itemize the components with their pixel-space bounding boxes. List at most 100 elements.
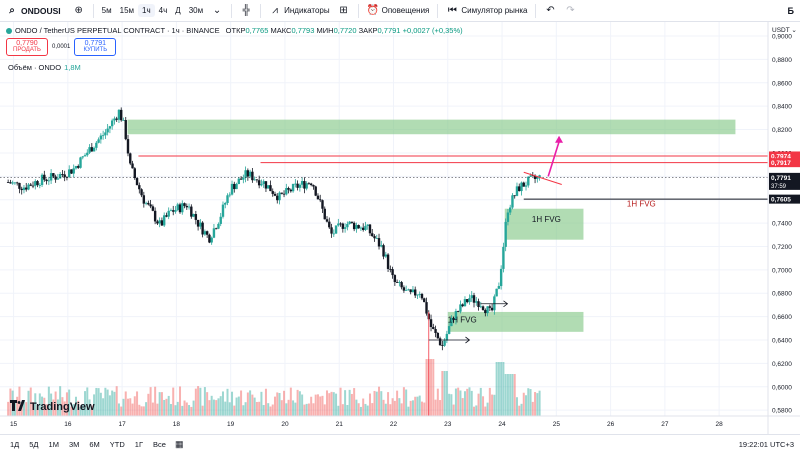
toolbar-right-label[interactable]: Б [787,5,794,16]
candle-body [368,224,372,234]
x-tick-label: 15 [10,421,18,428]
price-chart[interactable]: 1H FVG 1H FVG 1H FVG 0,9000 0,8800 0,8600 0,84… [0,22,800,434]
candle-body [312,185,315,187]
candle-body [280,192,283,194]
candle-body [454,311,458,320]
candle-body [77,166,80,168]
volume-bar [276,392,279,416]
replay-button[interactable]: ⏮ Симулятор рынка [442,4,531,18]
volume-bar [20,403,23,416]
redo-button[interactable]: ↷ [560,4,580,18]
y-tick-label: 0,8400 [772,104,792,111]
interval-1h[interactable]: 1ч [138,4,155,17]
volume-bar [63,401,66,416]
candle-body [167,210,170,217]
volume-bar [34,393,37,416]
candle-body [420,294,424,299]
candle-body [391,269,394,276]
candle-body [518,186,521,192]
volume-bar [393,400,396,416]
volume-bar [163,399,166,416]
candle-body [497,286,501,289]
countdown-label: 37:59 [771,184,787,190]
clock[interactable]: 19:22:01 UTC+3 [738,439,794,449]
candle-body [267,185,270,189]
interval-dropdown[interactable]: ⌄ [207,4,227,18]
add-symbol-button[interactable]: ⊕ [69,4,89,18]
volume-bar [500,362,503,416]
volume-bar [384,403,387,416]
interval-30m[interactable]: 30м [188,6,204,15]
candle-body [257,180,261,186]
price-label: 0,7917 [771,160,791,167]
candle-body [13,182,17,184]
volume-bar [448,393,451,416]
volume-bar [133,396,136,416]
buy-button[interactable]: 0,7791 КУПИТЬ [74,38,117,56]
candle-body [68,169,71,178]
candle-body [289,189,293,192]
range-all[interactable]: Все [153,439,166,449]
volume-bar [199,387,202,416]
candle-body [443,340,446,346]
candle-body [25,187,28,190]
range-3m[interactable]: 3М [68,439,80,449]
price-label-bg [769,194,800,204]
candle-body [15,182,19,184]
interval-4h[interactable]: 4ч [158,6,168,15]
volume-bar [158,392,161,416]
volume-bar [285,403,288,416]
volume-bar [113,391,116,416]
candle-body [463,299,467,307]
volume-bar [226,388,229,416]
calendar-icon[interactable]: ▦ [174,438,184,449]
volume-bar [273,396,276,416]
trade-panel: 0,7790 ПРОДАТЬ 0,0001 0,7791 КУПИТЬ [6,38,117,56]
volume-bar [466,388,469,416]
buy-label: КУПИТЬ [83,47,108,53]
candle-body [47,180,51,182]
volume-bar [38,393,41,416]
interval-15m[interactable]: 15м [119,6,135,15]
range-1m[interactable]: 1М [48,439,59,449]
volume-legend: Объём · ONDO 1,8M [8,63,81,72]
candle-body [92,147,96,152]
candle-body [515,186,519,196]
candle-body [183,203,186,206]
sell-button[interactable]: 0,7790 ПРОДАТЬ [6,38,48,56]
undo-button[interactable]: ↶ [540,4,560,18]
grid-lines [0,22,768,416]
candle-body [484,310,487,314]
volume-bar [215,400,218,416]
x-tick-label: 19 [227,421,235,428]
volume-bar [355,399,358,416]
alerts-button[interactable]: ⏰ Оповещения [363,4,434,18]
candle-body [450,318,453,327]
interval-1d[interactable]: Д [175,6,181,15]
range-1d[interactable]: 1Д [10,439,20,449]
range-ytd[interactable]: YTD [109,439,125,449]
range-1y[interactable]: 1Г [134,439,144,449]
interval-5m[interactable]: 5м [101,6,112,15]
candle-body [361,227,365,230]
candle-body [393,275,397,283]
range-6m[interactable]: 6М [89,439,100,449]
chart-type-button[interactable]: ╬ [236,4,256,18]
symbol-title[interactable]: ONDO / TetherUS PERPETUAL CONTRACT · 1ч … [6,26,220,35]
candle-body [115,118,118,120]
x-tick-label: 24 [498,421,506,428]
indicators-button[interactable]: ⩘ Индикаторы [265,4,333,18]
symbol-search[interactable]: ⌕ ONDOUSI [0,5,69,16]
range-5d[interactable]: 5Д [29,439,39,449]
candle-body [72,168,75,174]
layouts-button[interactable]: ⊞ [334,4,354,18]
volume-bar [192,400,195,416]
candle-body [22,187,26,191]
fvg-zone [447,311,584,332]
candle-body [237,178,241,185]
indicators-label: Индикаторы [284,6,330,15]
candle-body [221,204,225,217]
candle-body [122,120,125,121]
volume-bar [224,401,227,416]
divider [357,3,359,18]
